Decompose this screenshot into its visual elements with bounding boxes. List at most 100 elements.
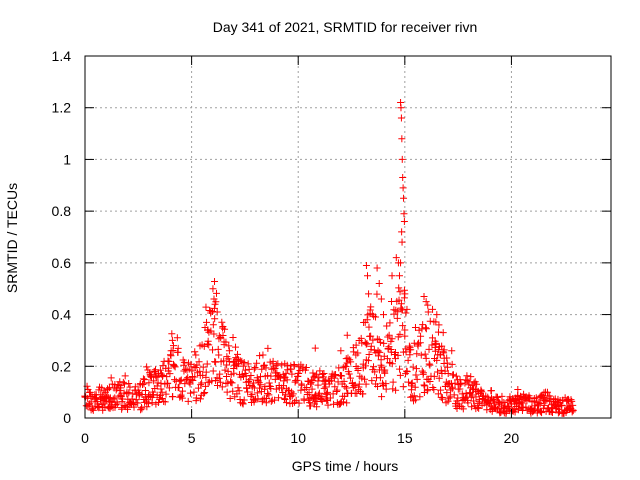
data-point xyxy=(216,378,224,386)
data-point xyxy=(422,298,430,306)
data-point xyxy=(413,375,421,383)
data-point xyxy=(203,360,211,368)
data-point xyxy=(143,363,151,371)
data-point xyxy=(225,342,233,350)
plot-frame xyxy=(84,55,612,419)
data-point xyxy=(435,374,443,382)
data-point xyxy=(343,399,351,407)
y-tick-label: 0.8 xyxy=(52,203,72,219)
data-point xyxy=(398,135,406,143)
data-point xyxy=(264,389,272,397)
data-point xyxy=(443,389,451,397)
data-point xyxy=(401,332,409,340)
data-point xyxy=(226,394,234,402)
data-point xyxy=(365,290,373,298)
data-point xyxy=(470,397,478,405)
data-point xyxy=(377,356,385,364)
data-point xyxy=(403,367,411,375)
data-point xyxy=(538,409,546,417)
axis-ticks: 0 0.2 0.4 0.6 0.8 1 1.2 1.4 0 5 10 15 20 xyxy=(52,48,611,446)
data-point xyxy=(478,388,486,396)
data-point xyxy=(435,321,443,329)
data-point xyxy=(432,318,440,326)
data-point xyxy=(388,335,396,343)
data-point xyxy=(408,382,416,390)
data-point xyxy=(201,389,209,397)
data-point xyxy=(394,308,402,316)
data-point xyxy=(333,387,341,395)
data-point xyxy=(215,374,223,382)
data-point xyxy=(87,398,95,406)
y-tick-label: 1 xyxy=(63,151,71,167)
data-point xyxy=(437,386,445,394)
data-point xyxy=(315,374,323,382)
data-point xyxy=(374,383,382,391)
data-point xyxy=(392,254,400,262)
data-point xyxy=(159,372,167,380)
data-point xyxy=(173,334,181,342)
data-point xyxy=(397,114,405,122)
data-point xyxy=(430,386,438,394)
data-point xyxy=(254,395,262,403)
data-point xyxy=(112,386,120,394)
data-point xyxy=(343,384,351,392)
data-point xyxy=(326,394,334,402)
data-point xyxy=(209,285,217,293)
data-point xyxy=(192,351,200,359)
data-point xyxy=(307,380,315,388)
data-point xyxy=(389,378,397,386)
data-point xyxy=(109,395,117,403)
data-point xyxy=(267,372,275,380)
data-point xyxy=(283,376,291,384)
data-point xyxy=(402,309,410,317)
data-point xyxy=(177,392,185,400)
data-point xyxy=(128,395,136,403)
data-point xyxy=(420,388,428,396)
data-point xyxy=(218,383,226,391)
data-point xyxy=(202,368,210,376)
data-point xyxy=(540,389,548,397)
data-point xyxy=(267,397,275,405)
data-point xyxy=(246,376,254,384)
data-point xyxy=(141,376,149,384)
data-point xyxy=(307,402,315,410)
data-point xyxy=(333,386,341,394)
x-tick-label: 10 xyxy=(290,430,306,446)
data-point xyxy=(295,369,303,377)
data-point xyxy=(409,363,417,371)
data-point xyxy=(412,371,420,379)
data-point xyxy=(568,397,576,405)
data-point xyxy=(190,363,198,371)
data-point xyxy=(420,292,428,300)
data-point xyxy=(103,392,111,400)
data-point xyxy=(339,398,347,406)
data-point xyxy=(392,386,400,394)
data-point xyxy=(215,351,223,359)
data-point xyxy=(165,364,173,372)
data-point xyxy=(224,367,232,375)
data-point xyxy=(347,358,355,366)
data-point xyxy=(365,350,373,358)
data-point xyxy=(416,393,424,401)
data-point xyxy=(456,381,464,389)
data-point xyxy=(180,358,188,366)
data-point xyxy=(124,405,132,413)
y-tick-label: 0.2 xyxy=(52,358,72,374)
data-point xyxy=(309,376,317,384)
data-point xyxy=(214,382,222,390)
x-tick-label: 20 xyxy=(504,430,520,446)
data-point xyxy=(305,389,313,397)
data-point xyxy=(112,401,120,409)
data-point xyxy=(363,316,371,324)
data-point xyxy=(100,387,108,395)
data-point xyxy=(345,370,353,378)
data-point xyxy=(146,369,154,377)
data-point xyxy=(523,406,531,414)
data-point xyxy=(434,390,442,398)
data-point xyxy=(322,383,330,391)
data-point xyxy=(295,399,303,407)
data-point xyxy=(424,386,432,394)
data-point xyxy=(184,397,192,405)
data-point xyxy=(396,330,404,338)
data-point xyxy=(205,341,213,349)
